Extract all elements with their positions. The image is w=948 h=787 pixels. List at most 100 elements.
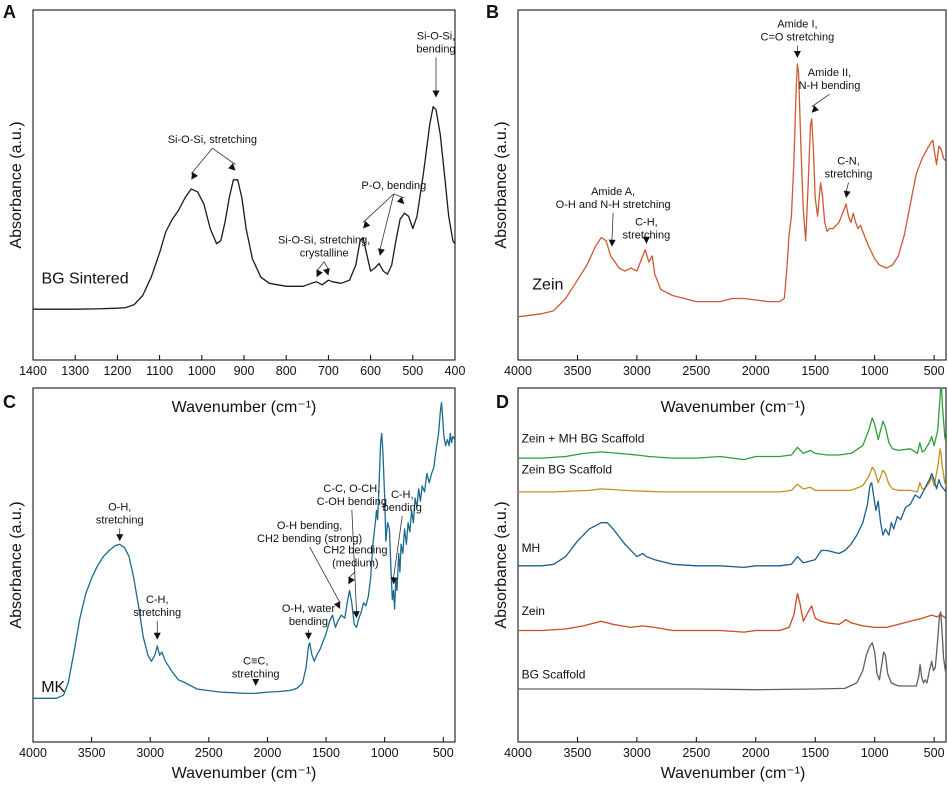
panel-b-annotation-text: C=O stretching xyxy=(761,32,835,44)
panel-b-annotation-arrowhead xyxy=(793,50,801,58)
panel-d-xtick-label: 500 xyxy=(924,746,945,760)
panel-b-xtick-label: 500 xyxy=(924,364,945,378)
panel-c-annotation-arrow xyxy=(309,546,341,604)
panel-b-xtick-label: 3000 xyxy=(623,364,651,378)
panel-b-plot: 4000 3500 3000 2500 2000 1500 1000 500 Zein Amide… xyxy=(504,19,946,378)
panel-c-annotation-arrowhead xyxy=(153,632,161,640)
panel-d-series-label: MH xyxy=(522,541,541,555)
panel-c-annotation-text: (medium) xyxy=(332,558,378,570)
panel-c-xlabel: Wavenumber (cm⁻¹) xyxy=(172,765,317,782)
panel-a-annotation-arrow xyxy=(393,193,405,199)
panel-b-xtick-label: 4000 xyxy=(504,364,532,378)
panel-c-annotation-text: bending xyxy=(383,502,422,514)
panel-c-annotation-arrowhead xyxy=(252,678,260,686)
panel-c-annotation-arrow xyxy=(351,509,357,613)
panel-d-series-line xyxy=(518,611,946,691)
panel-a-plot: 1400 1300 1200 1100 1000 900 800 700 600 500 400 BG… xyxy=(19,31,465,378)
panel-d-series-line xyxy=(518,388,946,461)
panel-a-annotation-arrowhead xyxy=(191,171,199,180)
panel-b-annotation-arrowhead xyxy=(843,190,851,199)
panel-c-annotation-text: CH2 bending (strong) xyxy=(257,533,362,545)
panel-a-series-line xyxy=(33,106,455,310)
panel-c-frame xyxy=(32,387,456,743)
panel-d-series-label: Zein BG Scaffold xyxy=(522,462,613,476)
panel-c-annotation-text: C-OH bending xyxy=(317,496,387,508)
panel-d-series-line xyxy=(518,448,946,493)
panel-a-annotation-text: Si-O-Si, xyxy=(417,31,456,43)
panel-d: D Absorbance (a.u.) Wavenumber (cm⁻¹) 40… xyxy=(493,387,947,782)
panel-a-annotation-arrowhead xyxy=(378,248,385,256)
panel-c-xtick-label: 3000 xyxy=(136,746,164,760)
panel-d-series-line xyxy=(518,592,946,633)
panel-a-annotation-arrowhead xyxy=(396,196,405,205)
panel-a-annotation-text: bending xyxy=(416,44,455,56)
panel-c-annotation-arrowhead xyxy=(390,576,398,585)
panel-c-annotation-arrowhead xyxy=(348,576,355,585)
panel-c: C Wavenumber (cm⁻¹) Absorbance (a.u.) Wa… xyxy=(3,387,456,782)
panel-c-annotation-text: stretching xyxy=(96,514,144,526)
panel-c-annotation-text: stretching xyxy=(232,668,280,680)
panel-b-xtick-label: 2000 xyxy=(742,364,770,378)
panel-b-annotation-text: C-H, xyxy=(635,216,658,228)
panel-a-annotation-arrow xyxy=(316,261,325,272)
panel-a-xtick-label: 400 xyxy=(445,364,466,378)
panel-c-series-label: MK xyxy=(41,679,65,696)
panel-b-annotation-text: Amide A, xyxy=(591,186,635,198)
panel-c-annotation-arrowhead xyxy=(333,601,341,609)
panel-c-plot: 4000 3500 3000 2500 2000 1500 1000 500MKO-H,str… xyxy=(19,401,455,760)
panel-a-annotation-arrowhead xyxy=(316,269,323,278)
panel-c-xtick-label: 2500 xyxy=(195,746,223,760)
panel-a-annotation-arrowhead xyxy=(228,163,236,171)
panel-d-xtick-label: 2000 xyxy=(742,746,770,760)
panel-d-xtick-label: 2500 xyxy=(682,746,710,760)
panel-b-xlabel: Wavenumber (cm⁻¹) xyxy=(661,399,806,416)
panel-c-series-line xyxy=(33,401,455,699)
panel-d-xtick-label: 1500 xyxy=(801,746,829,760)
panel-c-ylabel: Absorbance (a.u.) xyxy=(8,501,25,628)
panel-b-xtick-label: 1500 xyxy=(801,364,829,378)
panel-c-annotation-text: O-H, xyxy=(108,501,131,513)
panel-c-xtick-label: 2000 xyxy=(254,746,282,760)
panel-b-annotation-text: stretching xyxy=(825,169,873,181)
panel-b-annotation-arrowhead xyxy=(608,239,616,247)
panel-a-xtick-label: 600 xyxy=(360,364,381,378)
panel-a-xtick-label: 700 xyxy=(318,364,339,378)
panel-a-series-label: BG Sintered xyxy=(41,270,128,287)
panel-d-xlabel: Wavenumber (cm⁻¹) xyxy=(661,765,806,782)
panel-a-annotation-text: Si-O-Si, stretching xyxy=(168,134,257,146)
panel-c-annotation-text: C≡C, xyxy=(243,655,268,667)
panel-b-annotation-text: N-H bending xyxy=(799,80,861,92)
panel-b-annotation-text: Amide I, xyxy=(777,19,817,31)
panel-c-xtick-label: 500 xyxy=(433,746,454,760)
panel-a-xtick-label: 900 xyxy=(234,364,255,378)
panel-b-annotation-arrowhead xyxy=(642,236,650,244)
panel-b-annotation-arrow xyxy=(845,182,849,193)
panel-a-annotation-arrowhead xyxy=(363,220,371,229)
panel-a-xtick-label: 1000 xyxy=(188,364,216,378)
panel-a-annotation-arrow xyxy=(190,147,213,175)
panel-c-annotation-text: O-H, water xyxy=(282,603,336,615)
panel-b-annotation-arrow xyxy=(611,212,614,241)
panel-d-frame xyxy=(517,387,947,743)
panel-a-xtick-label: 1200 xyxy=(103,364,131,378)
panel-c-xtick-label: 4000 xyxy=(19,746,47,760)
panel-b-ylabel: Absorbance (a.u.) xyxy=(493,121,510,248)
panel-b-annotation-text: O-H and N-H stretching xyxy=(556,199,671,211)
panel-a-xtick-label: 500 xyxy=(402,364,423,378)
panel-d-series-label: BG Scaffold xyxy=(522,667,586,681)
panel-b-annotation-text: stretching xyxy=(623,229,671,241)
panel-c-annotation-arrow xyxy=(393,516,403,579)
panel-b-annotation-text: Amide II, xyxy=(808,67,851,79)
panel-a-xtick-label: 1300 xyxy=(61,364,89,378)
panel-b-series-line xyxy=(518,63,946,318)
panel-d-ylabel: Absorbance (a.u.) xyxy=(493,501,510,628)
panel-a-annotation-arrow xyxy=(379,193,395,250)
panel-a-annotation-arrow xyxy=(362,193,395,223)
panel-d-xtick-label: 4000 xyxy=(504,746,532,760)
panel-a-ylabel: Absorbance (a.u.) xyxy=(8,121,25,248)
panel-c-annotation-text: stretching xyxy=(133,607,181,619)
panel-a-letter: A xyxy=(3,2,16,22)
panel-a-annotation-arrowhead xyxy=(432,90,440,98)
panel-c-annotation-arrowhead xyxy=(304,632,312,640)
